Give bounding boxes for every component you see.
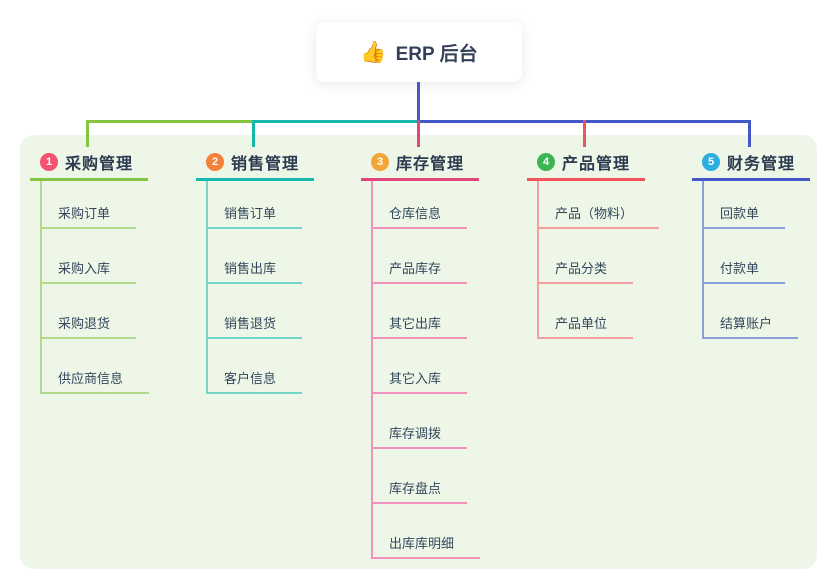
branches-panel (20, 135, 817, 569)
child-node[interactable]: 销售退货 (206, 311, 303, 339)
child-node[interactable]: 库存盘点 (371, 476, 468, 504)
child-node[interactable]: 采购退货 (40, 311, 137, 339)
branch-node-title[interactable]: 3 库存管理 (361, 146, 479, 181)
branch-title-label: 财务管理 (727, 156, 796, 173)
branch-node-title[interactable]: 1 采购管理 (30, 146, 148, 181)
branch-node-title[interactable]: 2 销售管理 (196, 146, 314, 181)
connector-branch-spine (537, 181, 539, 339)
connector-branch-spine (40, 181, 42, 394)
child-node[interactable]: 结算账户 (702, 311, 799, 339)
branch-number-badge: 2 (206, 153, 224, 171)
branch-number-badge: 1 (40, 153, 58, 171)
branch-title-label: 产品管理 (562, 156, 631, 173)
child-node[interactable]: 销售出库 (206, 256, 303, 284)
child-node[interactable]: 客户信息 (206, 366, 303, 394)
connector-branch-drop (86, 120, 89, 147)
connector-branch-spine (371, 181, 373, 559)
branch-title-label: 库存管理 (396, 156, 465, 173)
branch-node-title[interactable]: 5 财务管理 (692, 146, 810, 181)
child-node[interactable]: 付款单 (702, 256, 786, 284)
connector-bus-segment (86, 120, 255, 123)
child-node[interactable]: 出库库明细 (371, 531, 481, 559)
child-node[interactable]: 产品（物料） (537, 201, 660, 229)
branch-number-badge: 4 (537, 153, 555, 171)
child-node[interactable]: 产品分类 (537, 256, 634, 284)
child-node[interactable]: 库存调拨 (371, 421, 468, 449)
branch-title-label: 销售管理 (231, 156, 300, 173)
branch-number-badge: 5 (702, 153, 720, 171)
connector-branch-drop (583, 120, 586, 147)
connector-branch-drop (417, 120, 420, 147)
child-node[interactable]: 仓库信息 (371, 201, 468, 229)
thumbs-up-icon: 👍 (360, 40, 387, 64)
child-node[interactable]: 采购入库 (40, 256, 137, 284)
child-node[interactable]: 回款单 (702, 201, 786, 229)
child-node[interactable]: 产品单位 (537, 311, 634, 339)
branch-title-label: 采购管理 (65, 156, 134, 173)
child-node[interactable]: 产品库存 (371, 256, 468, 284)
connector-branch-drop (748, 120, 751, 147)
connector-branch-spine (702, 181, 704, 339)
child-node[interactable]: 供应商信息 (40, 366, 150, 394)
child-node[interactable]: 销售订单 (206, 201, 303, 229)
child-node[interactable]: 其它出库 (371, 311, 468, 339)
connector-branch-spine (206, 181, 208, 394)
connector-branch-drop (252, 120, 255, 147)
root-node[interactable]: 👍 ERP 后台 (316, 22, 522, 82)
connector-bus-segment (252, 120, 420, 123)
branch-node-title[interactable]: 4 产品管理 (527, 146, 645, 181)
branch-number-badge: 3 (371, 153, 389, 171)
connector-root-stem (417, 82, 420, 122)
root-node-label: ERP 后台 (395, 43, 478, 65)
child-node[interactable]: 其它入库 (371, 366, 468, 394)
child-node[interactable]: 采购订单 (40, 201, 137, 229)
